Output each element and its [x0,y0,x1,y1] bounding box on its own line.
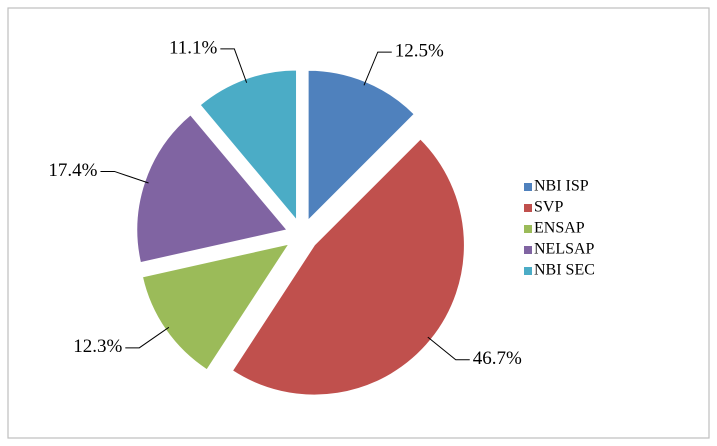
leader-line [125,326,170,349]
legend-label: SVP [534,199,563,216]
legend-swatch [524,246,532,254]
legend-label: NBI SEC [534,262,595,279]
data-label: 17.4% [48,160,97,181]
legend-label: NELSAP [534,241,595,258]
legend-label: ENSAP [534,220,585,237]
legend-swatch [524,267,532,275]
data-label: 12.3% [73,336,122,357]
leader-line [363,51,392,86]
legend-label: NBI ISP [534,178,589,195]
leader-line [427,336,470,361]
leader-line [220,48,248,83]
legend-swatch [524,225,532,233]
data-label: 11.1% [169,37,218,58]
data-label: 12.5% [395,40,444,61]
data-label: 46.7% [473,348,522,369]
legend-swatch [524,204,532,212]
leader-line [100,170,149,184]
legend-swatch [524,183,532,191]
